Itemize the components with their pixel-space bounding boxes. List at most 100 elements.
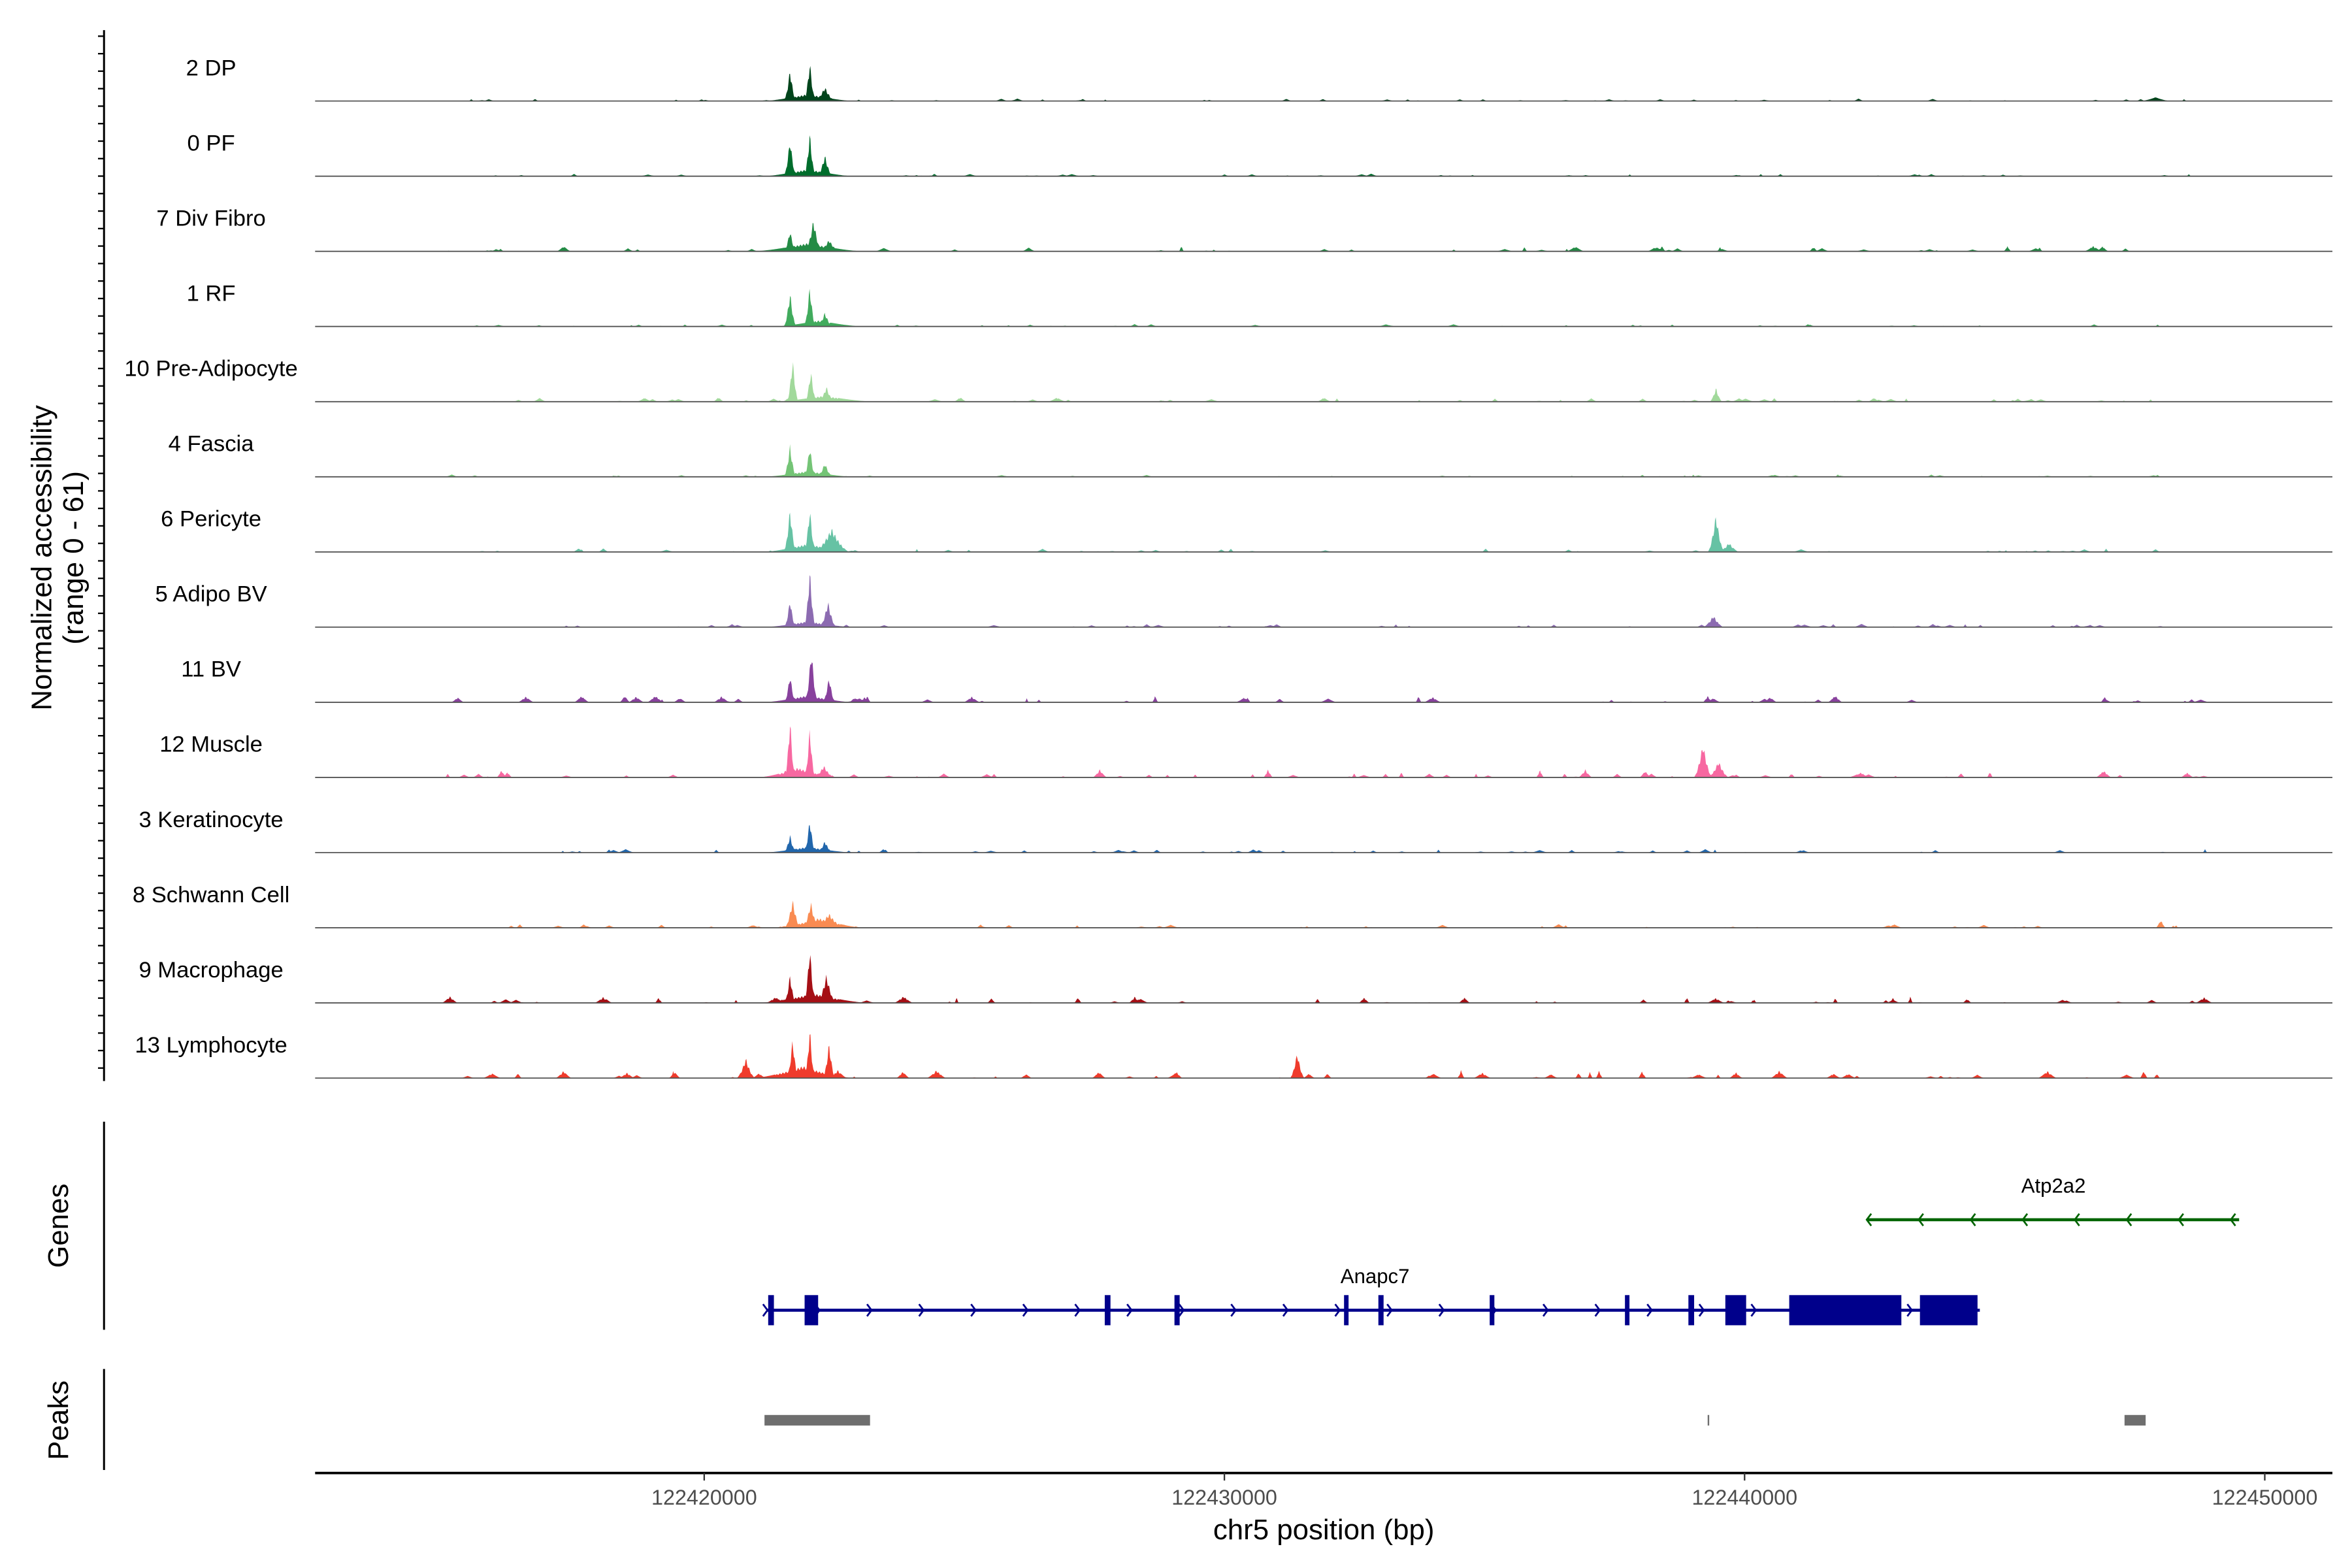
strand-arrow-icon: [1178, 1303, 1185, 1317]
track-13-lymphocyte: 13 Lymphocyte: [135, 1033, 2333, 1079]
track-label: 4 Fascia: [169, 432, 255, 457]
track-label: 7 Div Fibro: [156, 206, 265, 231]
strand-arrow-icon: [1750, 1303, 1757, 1317]
coverage-area: [315, 900, 2333, 928]
strand-arrow-icon: [1542, 1303, 1549, 1317]
peak-regions: [764, 1414, 2146, 1426]
exon: [1490, 1295, 1495, 1326]
coverage-area: [315, 955, 2333, 1004]
exon: [1104, 1295, 1111, 1326]
exon: [804, 1295, 819, 1326]
strand-arrow-icon: [1230, 1303, 1237, 1317]
genes-panel: Genes Atp2a2 Anapc7: [42, 1121, 2240, 1330]
strand-arrow-icon: [970, 1303, 977, 1317]
exon: [1725, 1295, 1746, 1326]
coverage-area: [315, 223, 2333, 252]
track-11-bv: 11 BV: [181, 657, 2333, 703]
track-label: 12 Muscle: [159, 732, 263, 757]
strand-arrow-icon: [1074, 1303, 1081, 1317]
track-1-rf: 1 RF: [187, 282, 2333, 327]
track-12-muscle: 12 Muscle: [159, 726, 2333, 778]
strand-arrow-icon: [2229, 1213, 2236, 1226]
track-5-adipo-bv: 5 Adipo BV: [155, 575, 2333, 628]
coverage-area: [315, 825, 2333, 853]
track-9-macrophage: 9 Macrophage: [139, 955, 2333, 1004]
strand-arrow-icon: [1906, 1303, 1914, 1317]
gene-label: Anapc7: [1341, 1265, 1410, 1288]
y-axis-subtitle: (range 0 - 61): [57, 471, 90, 645]
strand-arrow-icon: [2178, 1213, 2184, 1226]
gene-models: Atp2a2 Anapc7: [762, 1174, 2240, 1326]
track-4-fascia: 4 Fascia: [169, 432, 2333, 478]
strand-arrow-icon: [762, 1303, 769, 1317]
strand-arrow-icon: [1022, 1303, 1029, 1317]
strand-arrow-icon: [2073, 1213, 2080, 1226]
track-label: 5 Adipo BV: [155, 582, 267, 607]
exon: [1174, 1295, 1180, 1326]
coverage-area: [315, 662, 2333, 702]
peak-region: [764, 1414, 870, 1426]
y-axis-title: Normalized accessibility: [25, 405, 57, 711]
strand-arrow-icon: [1126, 1303, 1133, 1317]
gene-atp2a2: Atp2a2: [1865, 1174, 2240, 1226]
track-6-pericyte: 6 Pericyte: [161, 507, 2333, 553]
track-label: 6 Pericyte: [161, 507, 261, 532]
track-label: 10 Pre-Adipocyte: [124, 357, 298, 382]
strand-arrow-icon: [1334, 1303, 1341, 1317]
genes-label: Genes: [42, 1184, 74, 1268]
gene-anapc7: Anapc7: [762, 1265, 1980, 1326]
track-label: 2 DP: [186, 56, 237, 80]
strand-arrow-icon: [2125, 1213, 2132, 1226]
strand-arrow-icon: [866, 1303, 873, 1317]
strand-arrow-icon: [1282, 1303, 1289, 1317]
y-axis-ticks: [98, 35, 105, 1069]
track-0-pf: 0 PF: [188, 131, 2333, 177]
coverage-area: [315, 726, 2333, 777]
exon: [1789, 1295, 1902, 1326]
x-tick-label: 122430000: [1171, 1486, 1277, 1509]
exon: [1378, 1295, 1384, 1326]
exon: [768, 1295, 774, 1326]
exon: [1625, 1295, 1630, 1326]
track-label: 11 BV: [181, 657, 241, 682]
track-7-div-fibro: 7 Div Fibro: [156, 206, 2333, 252]
x-tick-label: 122440000: [1691, 1486, 1797, 1509]
track-10-pre-adipocyte: 10 Pre-Adipocyte: [124, 357, 2333, 402]
strand-arrow-icon: [1865, 1213, 1872, 1226]
coverage-area: [315, 135, 2333, 176]
gene-label: Atp2a2: [2021, 1174, 2086, 1197]
x-axis: chr5 position (bp) 122420000 122430000 122…: [315, 1471, 2332, 1546]
track-label: 8 Schwann Cell: [133, 883, 289, 907]
track-label: 13 Lymphocyte: [135, 1033, 287, 1058]
strand-arrow-icon: [1386, 1303, 1393, 1317]
track-label: 9 Macrophage: [139, 958, 283, 983]
coverage-area: [315, 444, 2333, 477]
track-8-schwann-cell: 8 Schwann Cell: [133, 883, 2333, 928]
track-3-keratinocyte: 3 Keratinocyte: [139, 808, 2333, 853]
peak-region: [2124, 1414, 2146, 1426]
exon: [1919, 1295, 1978, 1326]
strand-arrow-icon: [1698, 1303, 1705, 1317]
coverage-tracks: 2 DP 0 PF 7 Div Fibro 1 RF 10 Pre-Adipocyte 4…: [124, 56, 2333, 1079]
strand-arrow-icon: [918, 1303, 925, 1317]
peaks-panel: Peaks: [42, 1369, 2146, 1470]
strand-arrow-icon: [1438, 1303, 1445, 1317]
track-2-dp: 2 DP: [186, 56, 2333, 102]
coverage-area: [315, 66, 2333, 101]
coverage-area: [315, 575, 2333, 627]
strand-arrow-icon: [1594, 1303, 1601, 1317]
coverage-area: [315, 512, 2333, 552]
strand-arrow-icon: [1646, 1303, 1653, 1317]
coverage-area: [315, 362, 2333, 402]
exon: [1344, 1295, 1349, 1326]
strand-arrow-icon: [1969, 1213, 1976, 1226]
peak-region: [1707, 1414, 1710, 1426]
track-label: 1 RF: [187, 282, 236, 306]
x-tick-label: 122450000: [2212, 1486, 2318, 1509]
y-axis: Normalized accessibility (range 0 - 61): [25, 30, 105, 1081]
coverage-area: [315, 288, 2333, 327]
peaks-label: Peaks: [42, 1380, 74, 1460]
coverage-area: [315, 1034, 2333, 1079]
exon: [1688, 1295, 1695, 1326]
